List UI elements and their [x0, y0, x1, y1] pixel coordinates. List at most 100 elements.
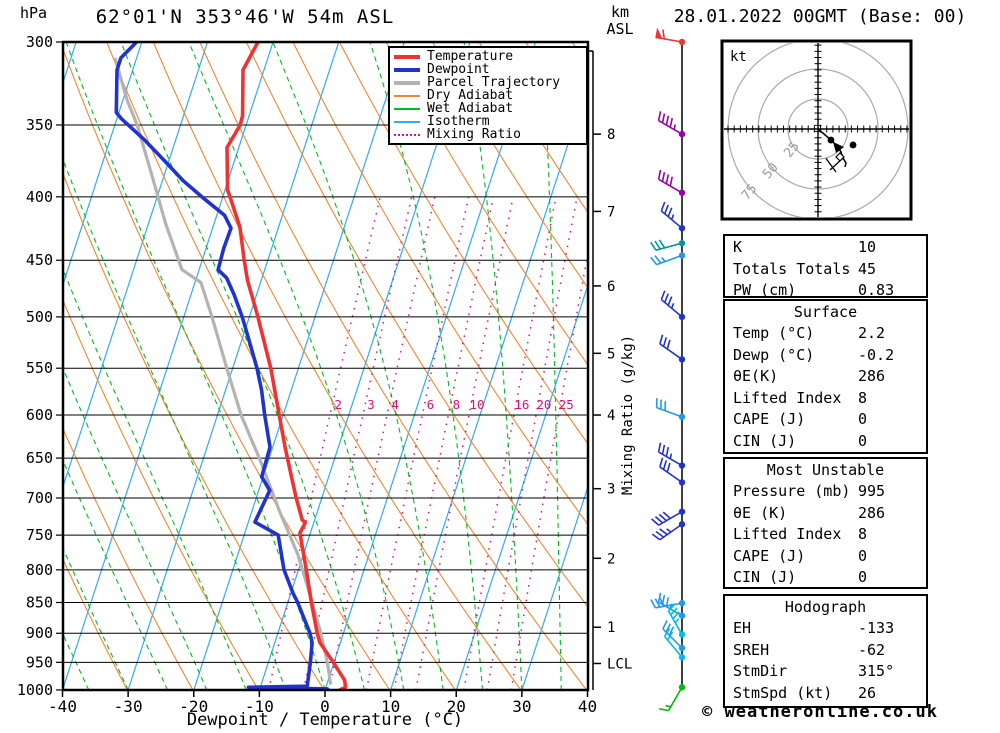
barb-half: [674, 618, 680, 624]
mixing-ratio-value-label: 20: [536, 397, 551, 412]
km-tick-label: 8: [607, 127, 615, 143]
legend-item-label: Dry Adiabat: [427, 88, 514, 103]
barb-full: [655, 530, 665, 538]
table-row: CAPE (J) 0: [725, 409, 926, 431]
mixing-ratio-value-label: 2: [334, 397, 342, 412]
barb-full: [659, 528, 668, 536]
barb-full: [658, 513, 667, 522]
barb-full: [657, 111, 662, 121]
run-date-title: 28.01.2022 00GMT (Base: 00): [673, 6, 967, 27]
table-row: CAPE (J) 0: [725, 546, 926, 568]
table-row-value: 0: [858, 546, 868, 565]
parcel-trajectory-curve: [113, 57, 333, 685]
hodograph-dot-marker: [827, 136, 835, 144]
table-row: Totals Totals 45: [725, 259, 926, 281]
barb-full: [660, 290, 666, 300]
pressure-tick-label: 350: [26, 116, 53, 134]
temp-tick-label: 10: [381, 697, 400, 716]
wet-adiabat-line: [541, 42, 562, 690]
table-row-value: 0: [858, 431, 868, 450]
table-row-label: StmSpd (kt): [733, 683, 833, 702]
barb-station-dot: [678, 413, 686, 421]
barb-full: [662, 511, 671, 520]
temp-tick-label: -10: [245, 697, 274, 716]
table-row-value: 0: [858, 568, 868, 586]
table-section-hodograph: Hodograph EH -133 SREH -62 StmDir 315° StmSpd (…: [723, 594, 928, 708]
km-tick-label: 1: [607, 620, 615, 636]
legend-box: Temperature Dewpoint Parcel Trajectory Dry …: [388, 46, 588, 145]
table-row-label: SREH: [733, 640, 770, 659]
hodograph-ring-label: 75: [739, 182, 761, 204]
barb-station-dot: [678, 189, 686, 196]
barb-full: [662, 620, 668, 630]
barb-station-dot: [678, 38, 686, 46]
wind-barb: [650, 239, 686, 251]
table-row-value: 0: [858, 410, 868, 428]
hodograph-trace-branch: [825, 158, 837, 173]
table-row: CIN (J) 0: [725, 567, 926, 589]
table-row-label: Dewp (°C): [733, 345, 815, 364]
legend-sample-dotted: [394, 133, 420, 136]
barb-full: [665, 597, 670, 607]
barb-station-dot: [678, 612, 686, 619]
barb-full: [661, 444, 666, 455]
barb-full: [665, 174, 670, 184]
wet-adiabat-line: [63, 459, 169, 690]
table-row: SREH -62: [725, 640, 926, 662]
barb-half: [670, 303, 675, 309]
table-row-value: 286: [858, 503, 886, 522]
table-row: θE (K) 286: [725, 503, 926, 525]
barb-station-dot: [678, 240, 686, 247]
pressure-tick-label: 300: [26, 33, 53, 51]
table-row-value: 45: [858, 259, 877, 278]
temp-tick-label: 0: [320, 697, 330, 716]
table-row: Lifted Index 8: [725, 524, 926, 546]
barb-full: [657, 169, 662, 180]
plot-area: 2 3 4 6 8 10 16 20 25: [63, 42, 588, 690]
mixing-ratio-value-label: 25: [559, 397, 574, 412]
legend-item-label: Dewpoint: [427, 62, 490, 77]
temp-tick-label: 20: [447, 697, 466, 716]
table-row-label: PW (cm): [733, 281, 797, 299]
hodograph-dot-marker: [849, 141, 857, 149]
barb-full: [650, 241, 657, 251]
isotherm-line: [63, 42, 143, 287]
km-unit-label: km: [610, 3, 630, 21]
hodograph-ring-label: 25: [781, 139, 803, 161]
pressure-axis-unit: hPa: [20, 4, 48, 22]
table-row-value: 286: [858, 367, 886, 385]
barb-full: [654, 598, 661, 608]
barb-half: [661, 256, 666, 263]
km-tick-label: 7: [607, 204, 615, 220]
temp-tick-label: -40: [48, 697, 77, 716]
temp-tick-label: -30: [114, 697, 143, 716]
barb-station-dot: [678, 252, 686, 259]
pressure-tick-label: 700: [26, 489, 53, 507]
isotherm-line: [521, 484, 588, 690]
isotherm-line: [258, 42, 471, 690]
dewpoint-curve: [114, 42, 330, 690]
barb-full: [664, 293, 669, 303]
km-tick-label: 2: [607, 551, 615, 567]
dry-adiabat-line: [63, 558, 128, 690]
barb-full: [669, 117, 673, 128]
barb-station-dot: [678, 654, 686, 661]
legend-item-label: Parcel Trajectory: [427, 75, 561, 90]
barb-full: [661, 113, 666, 124]
pressure-tick-label: 750: [26, 526, 53, 544]
barb-full: [662, 337, 668, 347]
barb-full: [667, 603, 676, 612]
isotherm-line: [324, 42, 537, 690]
pressure-tick-label: 600: [26, 406, 53, 424]
pressure-tick-label: 800: [26, 561, 53, 579]
legend-sample-thin: [394, 107, 420, 110]
barb-full: [657, 592, 662, 603]
temperature-curve: [225, 42, 348, 690]
wind-barb: [655, 398, 686, 421]
wind-barb: [660, 290, 686, 321]
table-row-value: 26: [858, 683, 877, 702]
barb-staff: [664, 636, 683, 658]
barb-station-dot: [678, 356, 686, 363]
wind-barb: [659, 334, 686, 363]
mixing-ratio-value-label: 8: [453, 397, 461, 412]
